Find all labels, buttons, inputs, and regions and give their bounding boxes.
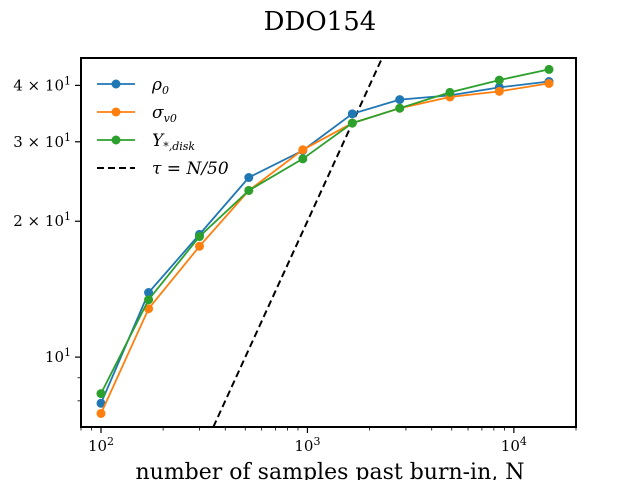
data-point-series-1 bbox=[96, 408, 106, 418]
data-point-series-0 bbox=[244, 173, 254, 183]
data-point-series-2 bbox=[298, 154, 308, 164]
x-axis-label: number of samples past burn-in, N bbox=[135, 460, 524, 480]
legend-label: σv0 bbox=[152, 103, 177, 125]
data-point-series-0 bbox=[347, 109, 357, 119]
data-point-series-1 bbox=[298, 145, 308, 155]
legend-label: Υ*,disk bbox=[152, 131, 195, 153]
data-point-series-2 bbox=[445, 87, 455, 97]
y-tick-label: 4 × 101 bbox=[13, 74, 71, 94]
series-line-2 bbox=[100, 68, 550, 395]
data-point-series-2 bbox=[194, 232, 204, 242]
data-point-series-2 bbox=[96, 389, 106, 399]
data-point-series-2 bbox=[494, 75, 504, 85]
y-tick-label: 3 × 101 bbox=[13, 131, 71, 151]
data-point-series-2 bbox=[544, 64, 554, 74]
data-point-series-2 bbox=[395, 103, 405, 113]
data-point-series-2 bbox=[244, 185, 254, 195]
data-point-series-1 bbox=[144, 304, 154, 314]
chart-title: DDO154 bbox=[264, 7, 377, 37]
data-point-series-1 bbox=[544, 78, 554, 88]
legend-label: τ = N/50 bbox=[152, 159, 229, 179]
series-line-0 bbox=[100, 80, 550, 404]
legend-label: ρ0 bbox=[151, 75, 169, 97]
data-point-series-0 bbox=[96, 398, 106, 408]
plot-area: 102 103 104 101 2 × 101 3 × 101 4 × 101 ρ0 σv0 Υ*… bbox=[13, 57, 577, 455]
data-point-series-0 bbox=[395, 95, 405, 105]
series-line-1 bbox=[100, 82, 550, 414]
y-tick-label: 2 × 101 bbox=[13, 210, 71, 230]
data-point-series-1 bbox=[194, 241, 204, 251]
plot-frame bbox=[80, 57, 577, 428]
legend-marker bbox=[111, 79, 121, 89]
x-tick-label: 103 bbox=[294, 435, 320, 455]
x-tick-label: 104 bbox=[501, 435, 527, 455]
data-point-series-0 bbox=[144, 288, 154, 298]
legend-marker bbox=[111, 107, 121, 117]
data-point-series-2 bbox=[144, 295, 154, 305]
legend: ρ0 σv0 Υ*,disk τ = N/50 bbox=[97, 75, 229, 179]
legend-marker bbox=[111, 135, 121, 145]
data-point-series-2 bbox=[347, 118, 357, 128]
x-tick-label: 102 bbox=[88, 435, 114, 455]
data-point-series-1 bbox=[494, 86, 504, 96]
data-layer bbox=[96, 58, 554, 427]
reference-line-tau bbox=[212, 58, 384, 427]
y-tick-label: 101 bbox=[45, 346, 71, 366]
